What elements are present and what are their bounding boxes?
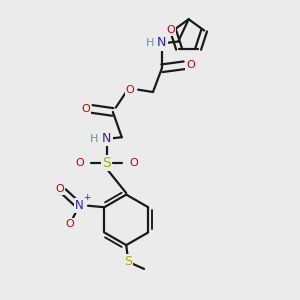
Text: O: O xyxy=(125,85,134,95)
Text: O: O xyxy=(76,158,85,168)
Text: S: S xyxy=(103,156,111,170)
Text: O: O xyxy=(81,104,90,114)
Text: O: O xyxy=(166,25,175,34)
Text: S: S xyxy=(124,255,132,268)
Text: H: H xyxy=(90,134,99,144)
Text: H: H xyxy=(146,38,154,48)
Text: N: N xyxy=(75,199,83,212)
Text: N: N xyxy=(157,37,167,50)
Text: O: O xyxy=(56,184,64,194)
Text: O: O xyxy=(66,219,74,229)
Text: O: O xyxy=(129,158,138,168)
Text: +: + xyxy=(83,194,91,202)
Text: O: O xyxy=(186,60,195,70)
Text: N: N xyxy=(102,132,112,145)
